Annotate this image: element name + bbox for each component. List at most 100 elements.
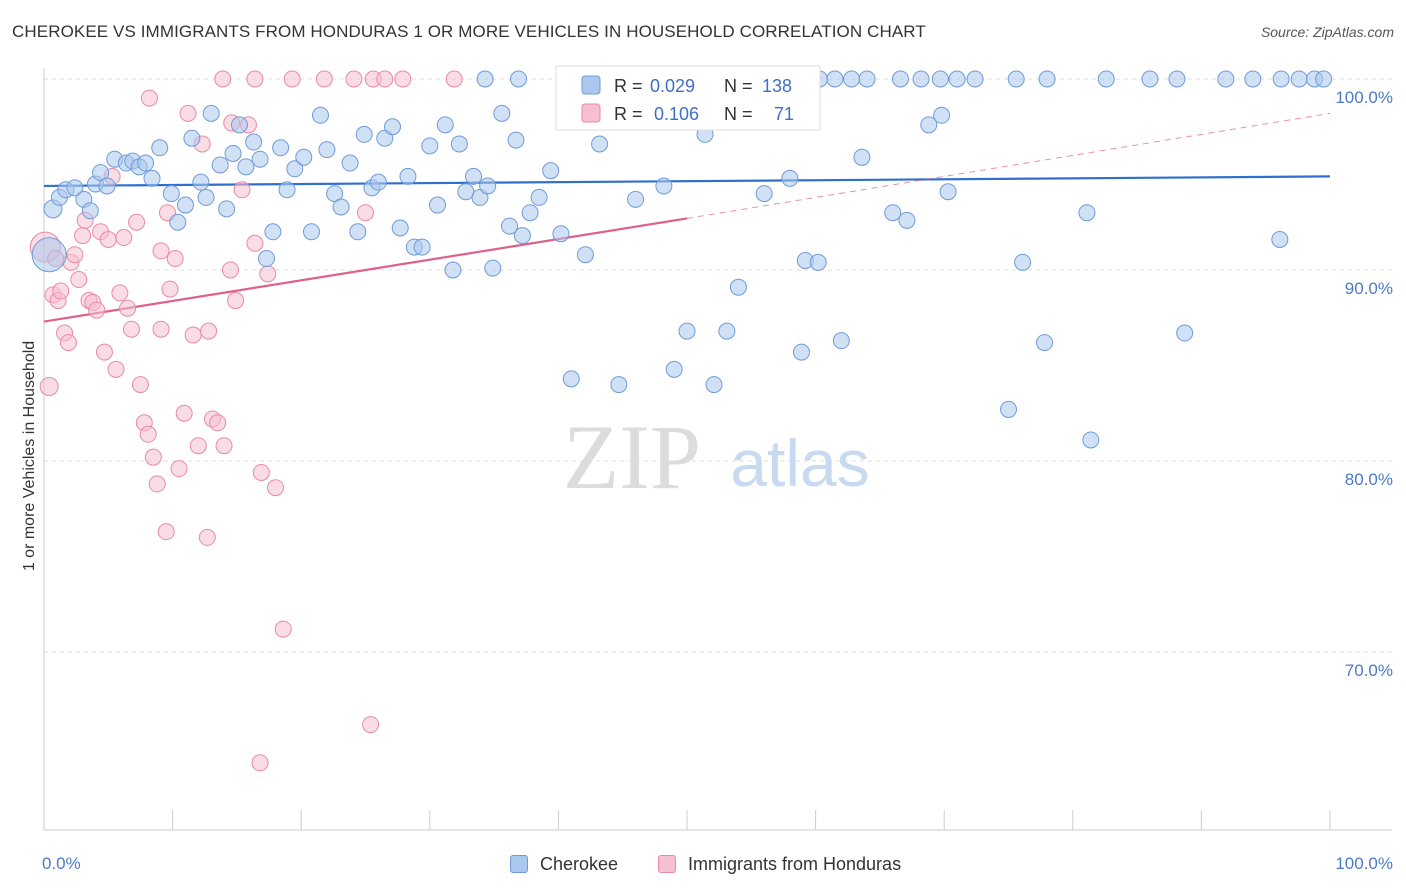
cherokee-point xyxy=(809,253,827,271)
legend-n-value-honduras: 71 xyxy=(774,104,794,124)
legend-n-label-cherokee: N = xyxy=(724,76,753,96)
honduras-point xyxy=(148,475,166,493)
source-note: Source: ZipAtlas.com xyxy=(1260,24,1394,40)
cherokee-point xyxy=(218,200,236,218)
honduras-point xyxy=(39,377,59,397)
cherokee-point xyxy=(1007,70,1025,88)
bottom-legend-swatch-cherokee xyxy=(510,855,528,873)
honduras-point xyxy=(111,284,129,302)
cherokee-point xyxy=(384,118,402,136)
cherokee-point xyxy=(1271,230,1289,248)
cherokee-point xyxy=(391,219,409,237)
cherokee-point xyxy=(224,144,242,162)
cherokee-point xyxy=(948,70,966,88)
cherokee-point xyxy=(302,223,320,241)
cherokee-point xyxy=(1315,70,1333,88)
honduras-point xyxy=(362,716,380,734)
cherokee-point xyxy=(251,150,269,168)
legend-r-value-cherokee: 0.029 xyxy=(650,76,695,96)
cherokee-point xyxy=(832,332,850,350)
honduras-point xyxy=(170,460,188,478)
legend-r-label-cherokee: R = xyxy=(614,76,643,96)
cherokee-point xyxy=(1272,70,1290,88)
cherokee-point xyxy=(562,370,580,388)
honduras-point xyxy=(122,320,140,338)
cherokee-point xyxy=(295,148,313,166)
honduras-point xyxy=(131,376,149,394)
bottom-legend-label-cherokee: Cherokee xyxy=(540,853,619,874)
honduras-point xyxy=(139,425,157,443)
cherokee-point xyxy=(444,261,462,279)
cherokee-point xyxy=(530,188,548,206)
legend-swatch-honduras xyxy=(581,103,601,123)
cherokee-point xyxy=(843,70,861,88)
cherokee-point xyxy=(931,70,949,88)
cherokee-point xyxy=(1176,324,1194,342)
cherokee-point xyxy=(501,217,519,235)
honduras-point xyxy=(198,528,216,546)
honduras-point xyxy=(246,70,264,88)
honduras-trend-extension xyxy=(686,112,1331,219)
cherokee-point xyxy=(718,322,736,340)
cherokee-point xyxy=(355,125,373,143)
cherokee-point xyxy=(1036,334,1054,352)
cherokee-point xyxy=(98,177,116,195)
y-tick-label-80: 80.0% xyxy=(1345,470,1393,489)
cherokee-point xyxy=(513,227,531,245)
cherokee-point xyxy=(436,116,454,134)
cherokee-point xyxy=(429,196,447,214)
legend-n-label-honduras: N = xyxy=(724,104,753,124)
cherokee-point xyxy=(678,322,696,340)
cherokee-point xyxy=(898,211,916,229)
cherokee-point xyxy=(399,167,417,185)
y-tick-label-90: 90.0% xyxy=(1345,279,1393,298)
honduras-point xyxy=(59,334,77,352)
legend-swatch-cherokee xyxy=(581,75,601,95)
cherokee-point xyxy=(245,133,263,151)
cherokee-point xyxy=(1038,70,1056,88)
y-tick-label-100: 100.0% xyxy=(1335,88,1393,107)
cherokee-point xyxy=(552,225,570,243)
honduras-point xyxy=(119,299,137,317)
honduras-point xyxy=(88,301,106,319)
legend-n-value-cherokee: 138 xyxy=(762,76,792,96)
honduras-point xyxy=(215,437,233,455)
watermark-zip: ZIP xyxy=(563,406,701,508)
cherokee-point xyxy=(1097,70,1115,88)
cherokee-point xyxy=(272,139,290,157)
legend-box: R = 0.029 N = 138 R = 0.106 N = 71 xyxy=(555,65,821,131)
cherokee-point xyxy=(966,70,984,88)
cherokee-point xyxy=(627,190,645,208)
cherokee-point xyxy=(237,158,255,176)
cherokee-point xyxy=(192,173,210,191)
cherokee-point xyxy=(162,185,180,203)
cherokee-point xyxy=(476,70,494,88)
cherokee-point xyxy=(81,202,99,220)
honduras-point xyxy=(394,70,412,88)
cherokee-point xyxy=(665,360,683,378)
cherokee-point xyxy=(920,116,938,134)
cherokee-point xyxy=(781,169,799,187)
cherokee-point xyxy=(729,278,747,296)
honduras-point xyxy=(221,261,239,279)
cherokee-point xyxy=(264,223,282,241)
honduras-point xyxy=(189,437,207,455)
cherokee-point xyxy=(826,70,844,88)
honduras-point xyxy=(227,292,245,310)
honduras-point xyxy=(99,230,117,248)
cherokee-point xyxy=(891,70,909,88)
y-axis-label: 1 or more Vehicles in Household xyxy=(21,341,38,571)
cherokee-point xyxy=(853,148,871,166)
watermark: ZIP atlas xyxy=(563,406,870,508)
cherokee-point xyxy=(1168,70,1186,88)
cherokee-point xyxy=(169,213,187,231)
cherokee-point xyxy=(421,137,439,155)
watermark-atlas: atlas xyxy=(730,426,869,500)
cherokee-point xyxy=(493,104,511,122)
x-tick-label-0: 0.0% xyxy=(42,854,81,873)
cherokee-point xyxy=(576,246,594,264)
cherokee-point xyxy=(591,135,609,153)
honduras-point xyxy=(140,89,158,107)
honduras-point xyxy=(184,326,202,344)
honduras-point xyxy=(128,213,146,231)
